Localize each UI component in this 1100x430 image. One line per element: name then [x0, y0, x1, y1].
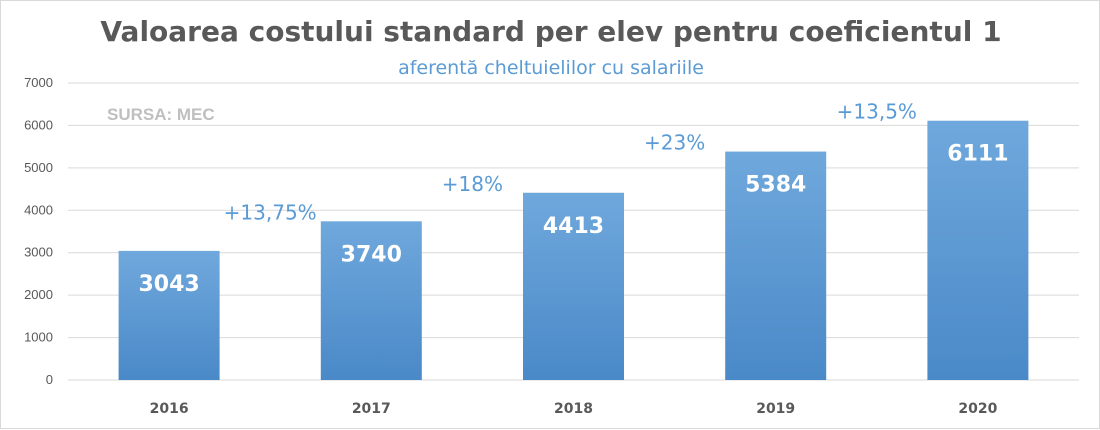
- growth-annotation: +13,5%: [837, 100, 917, 124]
- chart-title: Valoarea costului standard per elev pent…: [100, 15, 1002, 48]
- y-tick-label: 4000: [24, 202, 53, 217]
- chart-subtitle: aferentă cheltuielilor cu salariile: [398, 57, 704, 79]
- bar-2018: [523, 192, 624, 380]
- growth-annotation: +18%: [442, 172, 503, 196]
- y-tick-label: 5000: [24, 160, 53, 175]
- y-tick-label: 6000: [24, 117, 53, 132]
- x-tick-label: 2020: [958, 401, 997, 417]
- y-tick-label: 3000: [24, 245, 53, 260]
- growth-annotation: +13,75%: [224, 200, 317, 224]
- data-label: 4413: [543, 214, 604, 239]
- y-tick-label: 7000: [24, 75, 53, 90]
- data-label: 3740: [341, 242, 402, 267]
- y-tick-label: 1000: [24, 330, 53, 345]
- data-label: 5384: [745, 173, 806, 198]
- x-tick-label: 2016: [150, 401, 189, 417]
- y-tick-label: 0: [46, 372, 53, 387]
- y-tick-label: 2000: [24, 287, 53, 302]
- data-label: 6111: [947, 142, 1008, 167]
- x-tick-label: 2019: [756, 401, 795, 417]
- x-tick-label: 2018: [554, 401, 593, 417]
- data-label: 3043: [138, 272, 199, 297]
- bar-2016: [118, 250, 220, 380]
- x-tick-label: 2017: [352, 401, 391, 417]
- bar-2019: [725, 151, 827, 380]
- bar-2020: [927, 120, 1029, 381]
- growth-annotation: +23%: [644, 131, 705, 155]
- bar-2017: [320, 221, 422, 380]
- source-note: SURSA: MEC: [107, 105, 215, 124]
